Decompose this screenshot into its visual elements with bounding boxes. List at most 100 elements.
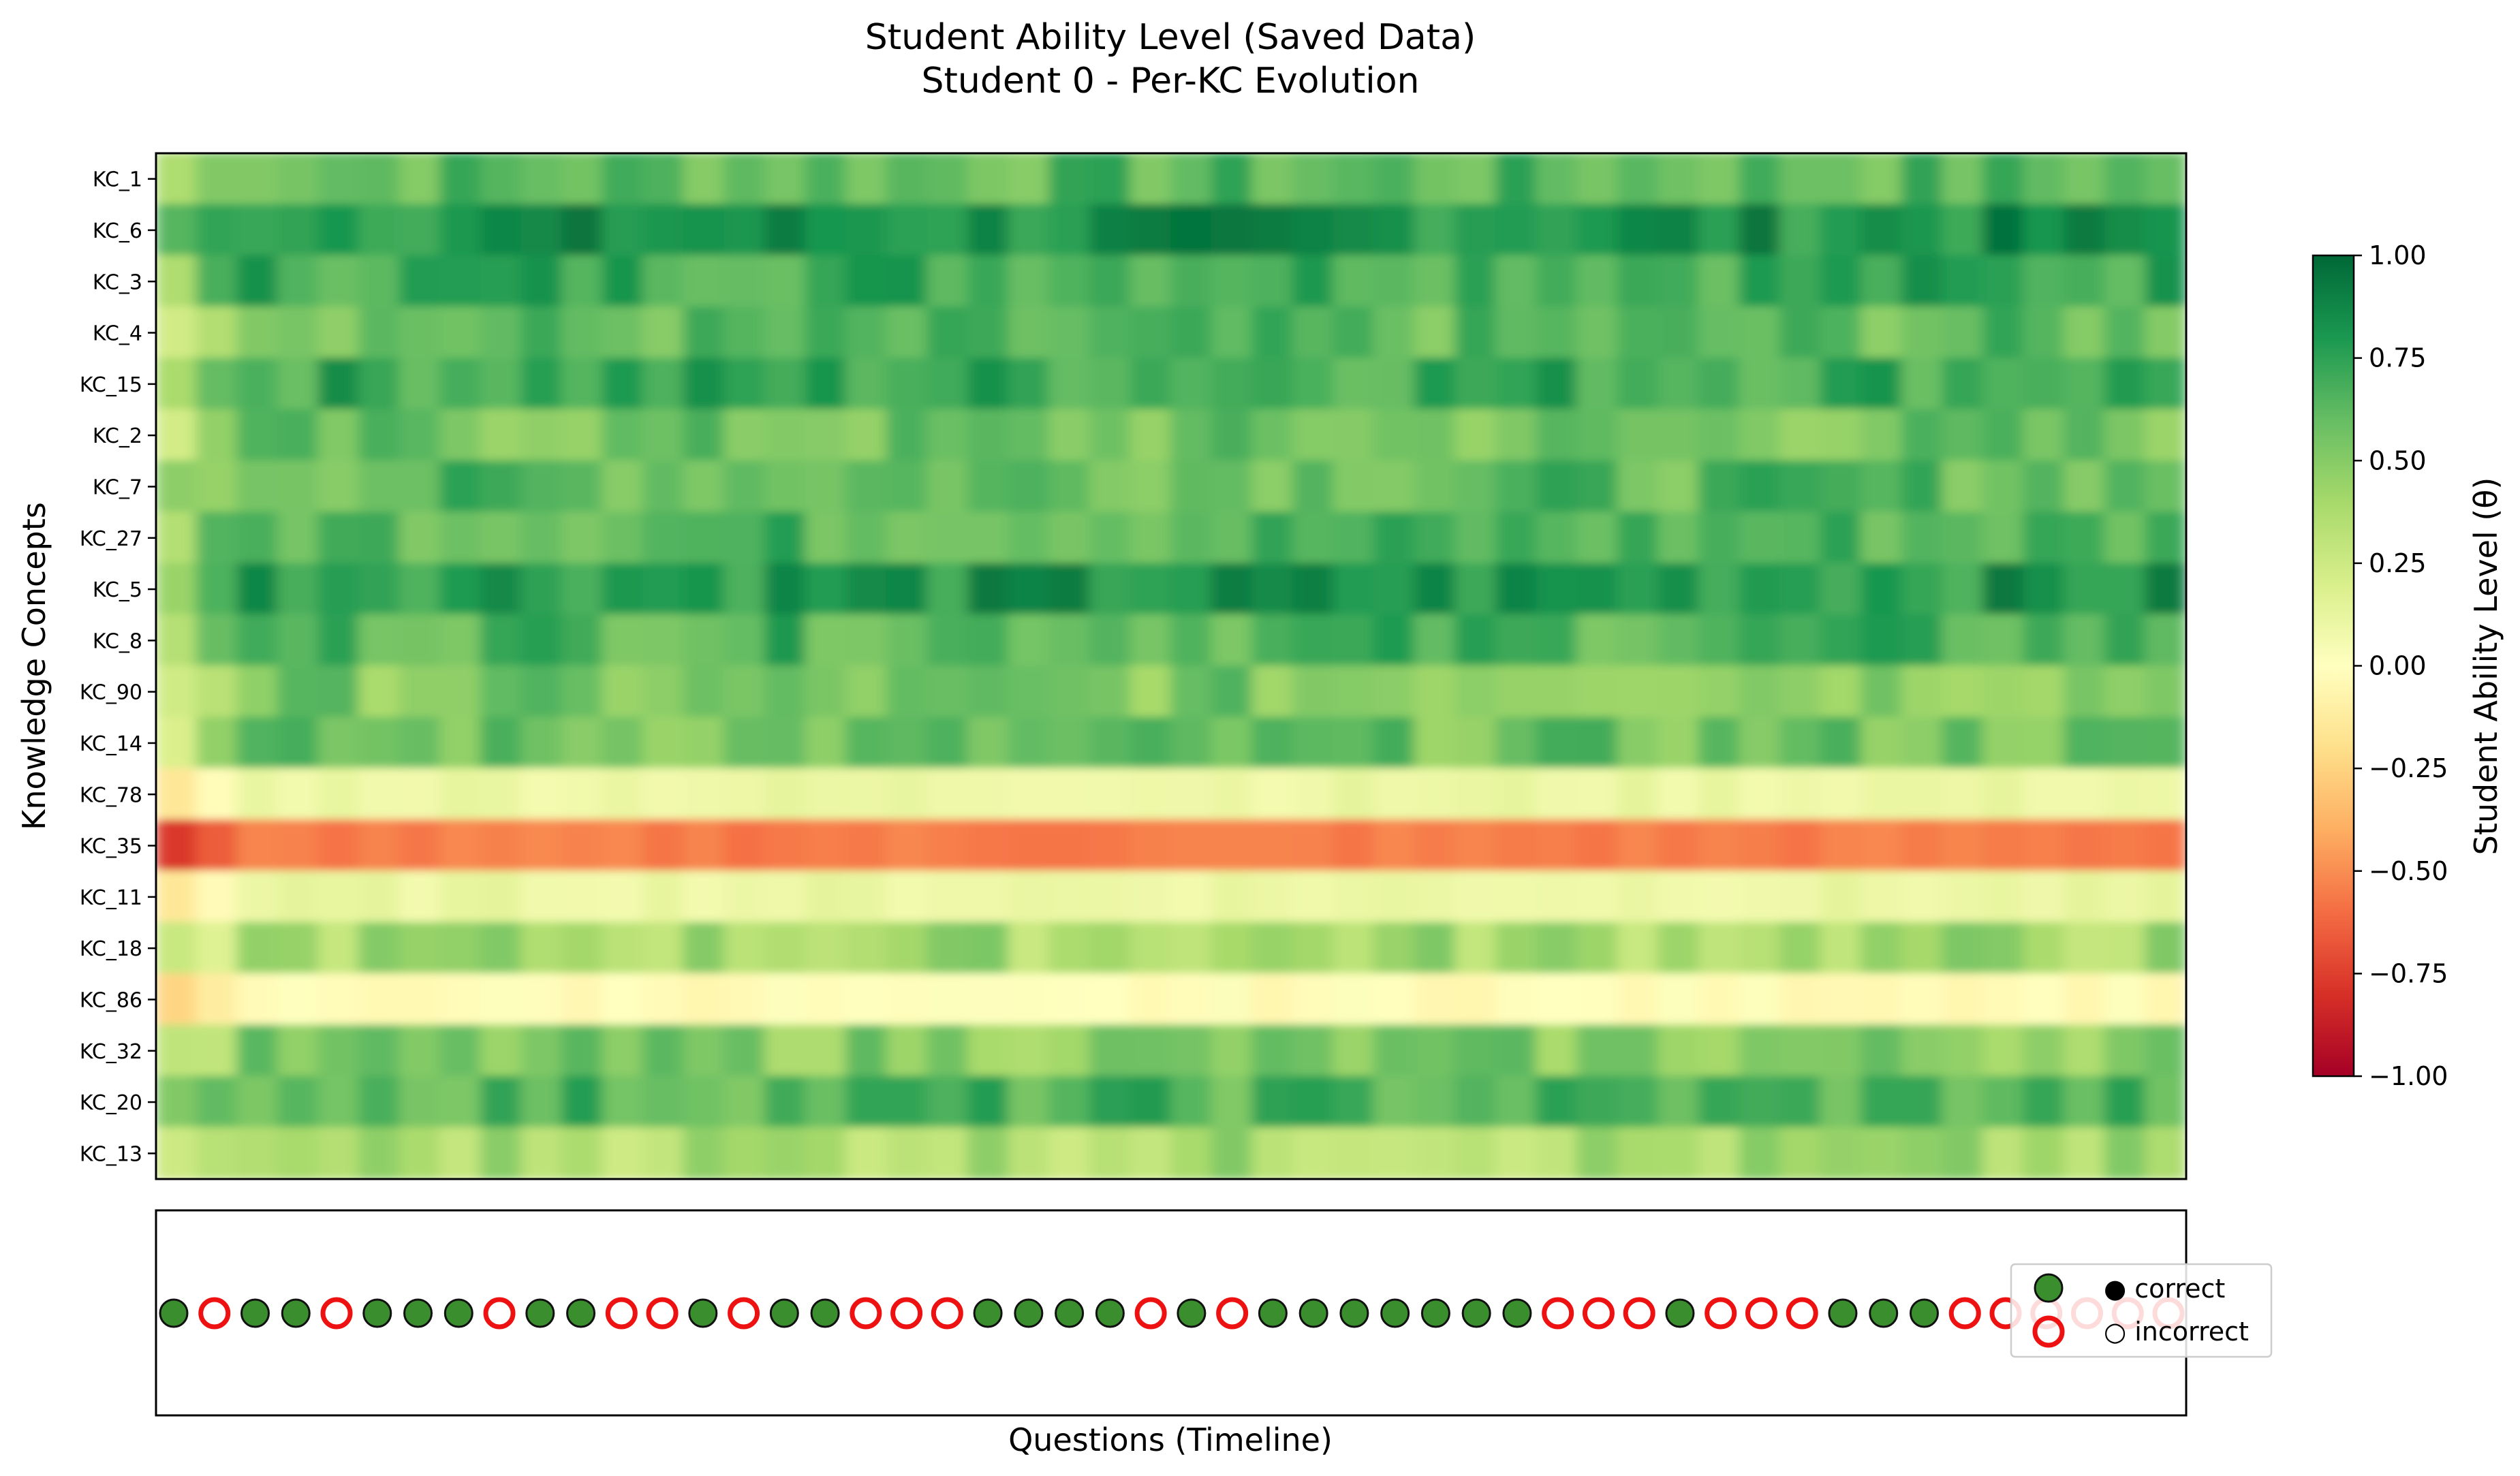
- heatmap-cell: [724, 204, 766, 257]
- heatmap-cell: [358, 973, 401, 1026]
- heatmap-cell: [2023, 358, 2066, 411]
- heatmap-cell: [1617, 665, 1660, 719]
- heatmap-cell: [1576, 460, 1619, 514]
- heatmap-cell: [602, 1127, 644, 1179]
- heatmap-cell: [1292, 1075, 1335, 1129]
- heatmap-cell: [277, 255, 320, 308]
- heatmap-cell: [642, 614, 685, 667]
- heatmap-cell: [683, 563, 726, 616]
- heatmap-cell: [1739, 717, 1781, 770]
- heatmap-cell: [520, 870, 563, 924]
- heatmap-cell: [927, 512, 969, 565]
- heatmap-cell: [1130, 717, 1172, 770]
- heatmap-cell: [1170, 973, 1213, 1026]
- heatmap-cell: [1048, 409, 1091, 462]
- heatmap-cell: [683, 819, 726, 873]
- heatmap-cell: [1333, 512, 1375, 565]
- heatmap-cell: [561, 1127, 604, 1179]
- response-marker-correct: [1380, 1298, 1410, 1328]
- heatmap-cell: [1292, 1024, 1335, 1078]
- y-tick-label: KC_8: [93, 629, 142, 653]
- heatmap-cell: [480, 922, 523, 975]
- heatmap-cell: [196, 1127, 238, 1179]
- heatmap-cell: [1455, 255, 1497, 308]
- heatmap-cell: [805, 255, 847, 308]
- heatmap-cell: [1373, 665, 1416, 719]
- heatmap-cell: [886, 255, 929, 308]
- heatmap-cell: [480, 358, 523, 411]
- y-tick-label: KC_11: [80, 886, 142, 910]
- heatmap-cell: [520, 665, 563, 719]
- heatmap-cell: [1658, 358, 1700, 411]
- heatmap-cell: [1008, 870, 1051, 924]
- heatmap-cell: [317, 973, 360, 1026]
- heatmap-cell: [1211, 922, 1254, 975]
- heatmap-cell: [683, 204, 726, 257]
- heatmap-cell: [1576, 1127, 1619, 1179]
- heatmap-cell: [1536, 563, 1578, 616]
- heatmap-cell: [1536, 153, 1578, 206]
- heatmap-cell: [399, 768, 441, 821]
- heatmap-cell: [642, 358, 685, 411]
- heatmap-cell: [1820, 614, 1863, 667]
- heatmap-cell: [1008, 306, 1051, 360]
- heatmap-cell: [1170, 409, 1213, 462]
- y-tick-label: KC_27: [80, 527, 142, 551]
- heatmap-cell: [1698, 255, 1741, 308]
- heatmap-cell: [236, 819, 279, 873]
- heatmap-cell: [277, 768, 320, 821]
- heatmap-cell: [1779, 358, 1822, 411]
- heatmap-cell: [967, 409, 1010, 462]
- heatmap-cell: [1617, 358, 1660, 411]
- heatmap-cell: [1211, 153, 1254, 206]
- heatmap-cell: [1739, 973, 1781, 1026]
- heatmap-cell: [683, 306, 726, 360]
- heatmap-cell: [1089, 153, 1132, 206]
- heatmap-cell: [156, 922, 198, 975]
- colorbar-gradient: [2313, 255, 2354, 1076]
- heatmap-cell: [2145, 870, 2186, 924]
- heatmap-cell: [317, 153, 360, 206]
- heatmap-cell: [480, 1127, 523, 1179]
- heatmap-cell: [764, 512, 807, 565]
- heatmap-cell: [2023, 614, 2066, 667]
- heatmap-cell: [1576, 870, 1619, 924]
- heatmap-cell: [277, 460, 320, 514]
- heatmap-cell: [358, 614, 401, 667]
- heatmap-cell: [1820, 204, 1863, 257]
- heatmap-cell: [1373, 306, 1416, 360]
- heatmap-cell: [277, 306, 320, 360]
- heatmap-cell: [1658, 870, 1700, 924]
- heatmap-cell: [602, 358, 644, 411]
- heatmap-cell: [1251, 870, 1294, 924]
- heatmap-cell: [845, 204, 888, 257]
- heatmap-cell: [1658, 153, 1700, 206]
- heatmap-cell: [1170, 204, 1213, 257]
- heatmap-cell: [845, 614, 888, 667]
- heatmap-cell: [683, 460, 726, 514]
- heatmap-cell: [1820, 512, 1863, 565]
- heatmap-cell: [1211, 358, 1254, 411]
- heatmap-cell: [2064, 768, 2106, 821]
- heatmap-cell: [480, 870, 523, 924]
- heatmap-cell: [1130, 563, 1172, 616]
- heatmap-cell: [886, 512, 929, 565]
- response-marker-incorrect: [605, 1297, 638, 1330]
- heatmap-cell: [845, 512, 888, 565]
- heatmap-cell: [845, 768, 888, 821]
- heatmap-cell: [764, 973, 807, 1026]
- heatmap-cell: [1820, 255, 1863, 308]
- heatmap-cell: [602, 255, 644, 308]
- heatmap-cell: [1414, 717, 1457, 770]
- heatmap-cell: [1861, 665, 1903, 719]
- heatmap-cell: [1942, 922, 1984, 975]
- response-marker-incorrect: [320, 1297, 353, 1330]
- heatmap-cell: [156, 153, 198, 206]
- heatmap-cell: [1170, 512, 1213, 565]
- heatmap-cell: [1414, 563, 1457, 616]
- heatmap-cell: [1658, 973, 1700, 1026]
- heatmap-cell: [196, 665, 238, 719]
- heatmap-cell: [1089, 1024, 1132, 1078]
- heatmap-cell: [683, 717, 726, 770]
- heatmap-cell: [1901, 153, 1944, 206]
